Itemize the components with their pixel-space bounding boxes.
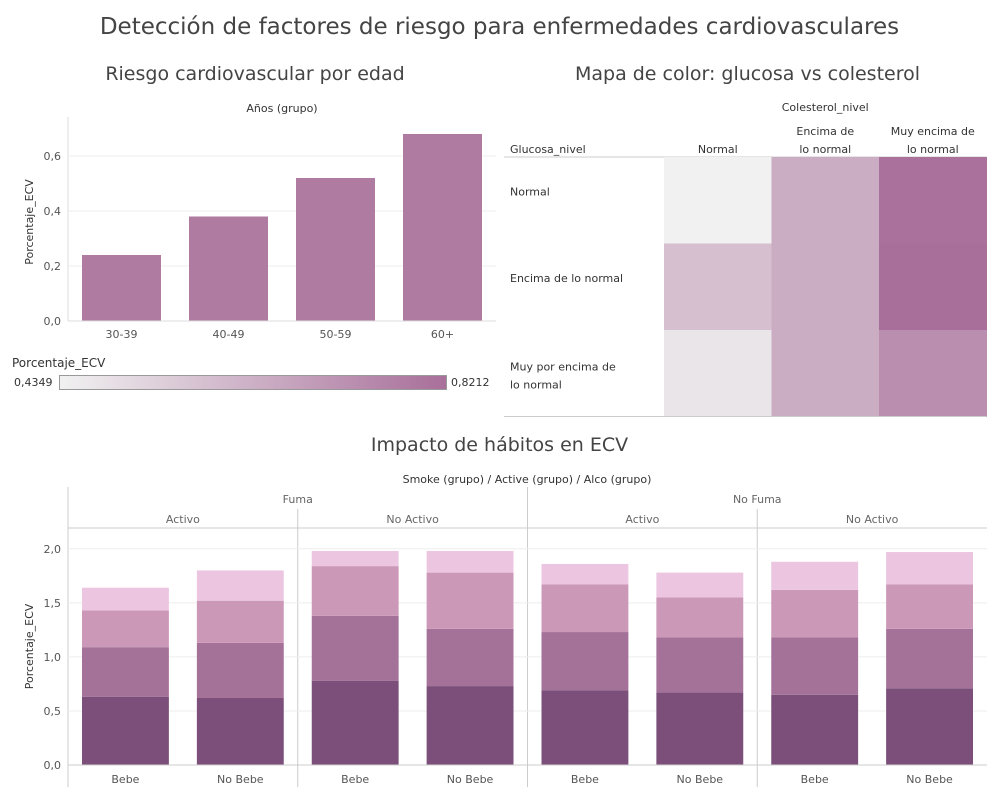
habits-stack-segment [656,597,744,638]
age-bar [82,255,161,321]
habits-stack-segment [426,550,514,573]
age-y-tick-label: 0,0 [44,315,62,328]
smoke-group-label: Fuma [283,493,313,506]
heatmap-cell [771,330,880,417]
habits-y-tick-label: 1,5 [44,597,62,610]
age-column-header: Años (grupo) [246,102,317,115]
color-legend-title: Porcentaje_ECV [12,356,106,370]
heatmap-row-label: Muy por encima de lo normal [510,360,616,391]
habits-stack-segment [656,637,744,693]
age-y-axis-label: Porcentaje_ECV [23,179,36,265]
habits-x-tick-label: No Bebe [677,773,724,786]
heatmap-cell [879,157,987,244]
habits-stack-segment [541,690,629,765]
habits-stack-segment [196,600,284,643]
habits-x-tick-label: Bebe [341,773,369,786]
habits-x-tick-label: Bebe [111,773,139,786]
age-x-tick-label: 50-59 [320,328,352,341]
habits-x-tick-label: Bebe [571,773,599,786]
habits-y-tick-label: 0,5 [44,705,62,718]
habits-stack-segment [426,628,514,687]
heatmap-cell [664,243,772,331]
active-group-label: No Activo [846,513,899,526]
age-y-tick-label: 0,4 [44,205,62,218]
age-x-tick-label: 60+ [431,328,454,341]
habits-x-tick-label: No Bebe [447,773,494,786]
heatmap-cell [664,157,772,244]
age-y-tick-label: 0,2 [44,260,62,273]
habits-stack-segment [886,628,973,689]
habits-chart-title: Impacto de hábitos en ECV [370,434,629,456]
habits-header: Smoke (grupo) / Active (grupo) / Alco (g… [403,473,652,486]
habits-stack-segment [426,572,514,629]
heatmap-column-label: Encima de lo normal [796,125,854,156]
age-risk-bar-chart: Años (grupo) 0,0 0,2 0,4 0,6 Porcentaje_ECV 30… [23,102,496,341]
color-legend-max: 0,8212 [451,376,490,389]
habits-stack-segment [541,563,629,585]
heatmap-cell [879,330,987,417]
habits-stack-segment [771,637,859,695]
heatmap-column-header: Colesterol_nivel [782,101,869,114]
age-y-tick-label: 0,6 [44,150,62,163]
habits-stack-segment [82,647,169,697]
habits-stack-segment [82,587,169,611]
heatmap-title: Mapa de color: glucosa vs colesterol [574,63,921,85]
habits-stack-segment [196,642,284,698]
active-group-label: Activo [166,513,200,526]
age-bar [189,216,268,321]
heatmap-cell [664,330,772,417]
dashboard-title: Detección de factores de riesgo para enf… [99,14,900,40]
age-bar [296,178,375,321]
habits-stack-segment [541,584,629,633]
active-group-label: Activo [625,513,659,526]
habits-y-tick-label: 2,0 [44,543,62,556]
heatmap-row-label: Normal [510,185,550,198]
heatmap-cell [771,157,880,244]
habits-x-tick-label: No Bebe [906,773,953,786]
habits-y-tick-label: 0,0 [44,759,62,772]
color-legend-gradient [59,375,447,390]
habits-stack-segment [656,692,744,765]
habits-stack-segment [771,561,859,590]
habits-stack-segment [311,550,399,567]
color-legend-min: 0,4349 [14,376,53,389]
smoke-group-label: No Fuma [733,493,782,506]
habits-stack-segment [771,589,859,638]
heatmap-cell [879,243,987,331]
habits-y-axis-label: Porcentaje_ECV [23,603,36,689]
habits-stack-segment [426,686,514,765]
heatmap-row-label: Encima de lo normal [510,272,623,285]
habits-stack-segment [541,632,629,691]
age-chart-title: Riesgo cardiovascular por edad [105,63,405,85]
habits-stack-segment [886,688,973,765]
habits-y-tick-label: 1,0 [44,651,62,664]
heatmap-column-label: Muy encima de lo normal [891,125,975,156]
habits-stack-segment [82,696,169,765]
habits-stack-segment [656,572,744,598]
age-bar [403,134,482,321]
habits-stack-segment [771,694,859,765]
habits-stack-segment [886,584,973,629]
heatmap-row-header: Glucosa_nivel [510,143,586,156]
habits-x-tick-label: No Bebe [217,773,264,786]
habits-stack-segment [311,566,399,616]
habits-stack-segment [311,615,399,681]
heatmap-column-label: Normal [698,143,738,156]
habits-stack-segment [886,552,973,585]
habits-stack-segment [196,570,284,601]
habits-stack-segment [311,680,399,765]
glucose-cholesterol-heatmap: Colesterol_nivel Glucosa_nivel Normal Encim… [504,101,987,417]
active-group-label: No Activo [386,513,439,526]
heatmap-cell [771,243,880,331]
age-x-tick-label: 30-39 [106,328,138,341]
habits-x-tick-label: Bebe [801,773,829,786]
habits-stack-segment [82,610,169,648]
habits-stacked-bar-chart: Smoke (grupo) / Active (grupo) / Alco (g… [23,473,987,787]
habits-stack-segment [196,697,284,765]
age-x-tick-label: 40-49 [213,328,245,341]
